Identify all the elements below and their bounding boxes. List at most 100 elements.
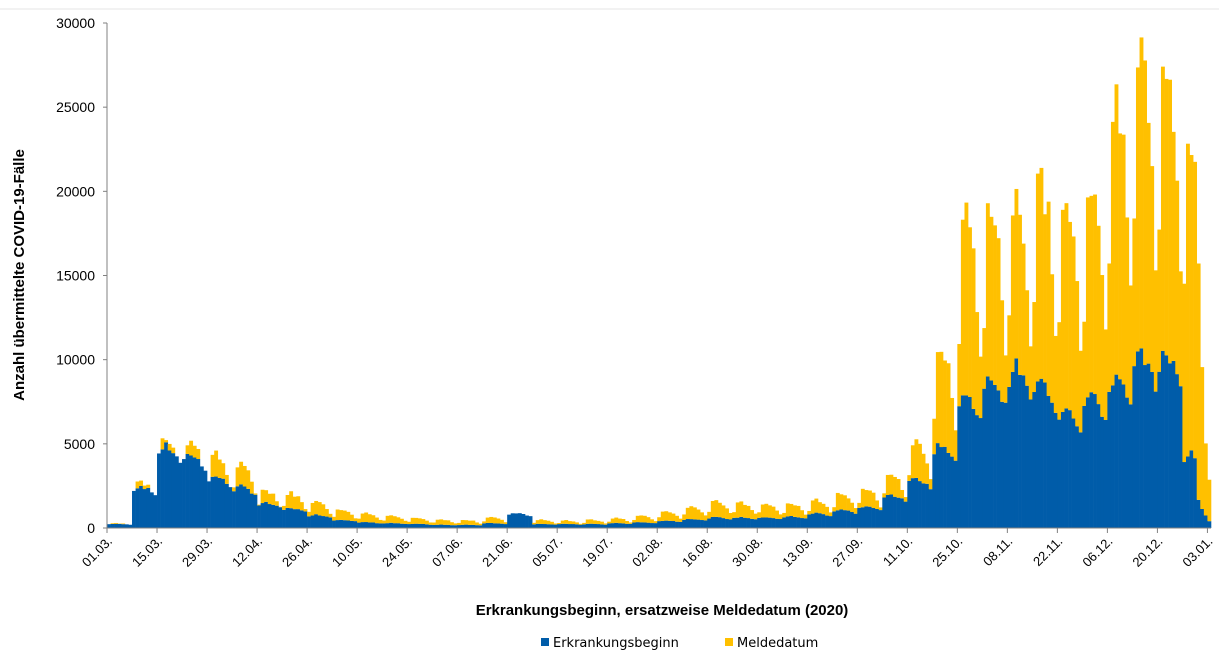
bar-erkrankungsbeginn (807, 514, 812, 528)
bar-erkrankungsbeginn (392, 523, 397, 528)
bar-meldedatum (939, 351, 944, 448)
bar-erkrankungsbeginn (121, 524, 126, 528)
bar-erkrankungsbeginn (803, 518, 808, 528)
bar-erkrankungsbeginn (382, 523, 386, 528)
bar-erkrankungsbeginn (953, 460, 958, 528)
bar-meldedatum (639, 515, 644, 523)
bar-meldedatum (996, 238, 1001, 391)
bar-erkrankungsbeginn (571, 524, 576, 528)
bar-meldedatum (403, 520, 408, 524)
bar-meldedatum (575, 522, 579, 525)
bar-meldedatum (928, 479, 933, 490)
x-tick-label: 12.04. (229, 534, 265, 570)
bar-meldedatum (878, 507, 883, 511)
bar-erkrankungsbeginn (1071, 418, 1076, 528)
bar-meldedatum (1039, 167, 1044, 379)
x-tick-label: 30.08. (729, 534, 765, 570)
bar-erkrankungsbeginn (1150, 371, 1155, 528)
bar-erkrankungsbeginn (921, 483, 926, 528)
bar-erkrankungsbeginn (918, 481, 922, 528)
bar-meldedatum (850, 502, 855, 513)
bar-erkrankungsbeginn (1025, 385, 1030, 528)
bar-erkrankungsbeginn (939, 447, 944, 528)
bar-meldedatum (764, 503, 769, 518)
bar-erkrankungsbeginn (975, 415, 980, 528)
bar-erkrankungsbeginn (332, 520, 336, 528)
bar-meldedatum (860, 488, 865, 508)
bar-erkrankungsbeginn (560, 523, 565, 528)
bar-erkrankungsbeginn (753, 519, 758, 528)
bar-erkrankungsbeginn (1128, 404, 1133, 528)
bar-meldedatum (703, 515, 708, 521)
bar-erkrankungsbeginn (639, 522, 644, 528)
bar-erkrankungsbeginn (625, 523, 629, 528)
bar-erkrankungsbeginn (557, 524, 562, 528)
bar-erkrankungsbeginn (1203, 515, 1208, 528)
bar-meldedatum (292, 496, 297, 510)
bar-erkrankungsbeginn (178, 462, 183, 528)
bar-meldedatum (1153, 270, 1158, 392)
bar-meldedatum (735, 502, 740, 518)
bar-meldedatum (546, 520, 551, 525)
bar-meldedatum (253, 493, 258, 495)
bar-meldedatum (285, 494, 290, 508)
bar-meldedatum (367, 514, 372, 523)
bar-erkrankungsbeginn (1060, 411, 1065, 528)
bar-erkrankungsbeginn (950, 456, 955, 528)
bar-meldedatum (353, 518, 358, 522)
bar-meldedatum (746, 505, 751, 519)
bar-meldedatum (242, 465, 247, 487)
bar-meldedatum (289, 491, 294, 509)
bar-meldedatum (853, 508, 858, 514)
bar-meldedatum (1010, 215, 1015, 372)
bar-meldedatum (1182, 283, 1187, 463)
bar-erkrankungsbeginn (507, 514, 512, 528)
bar-meldedatum (1089, 195, 1094, 393)
bar-erkrankungsbeginn (310, 515, 315, 528)
bar-erkrankungsbeginn (1014, 358, 1019, 528)
bar-meldedatum (189, 440, 194, 456)
bar-erkrankungsbeginn (1103, 419, 1108, 528)
bar-meldedatum (707, 511, 712, 519)
bar-meldedatum (414, 517, 419, 524)
bar-meldedatum (721, 505, 726, 519)
bar-erkrankungsbeginn (960, 395, 965, 528)
bar-meldedatum (357, 518, 361, 523)
bar-meldedatum (282, 505, 286, 510)
bar-erkrankungsbeginn (646, 522, 651, 528)
bar-meldedatum (1096, 225, 1101, 405)
bar-meldedatum (349, 514, 354, 521)
bar-erkrankungsbeginn (171, 453, 176, 528)
bar-erkrankungsbeginn (260, 503, 265, 528)
bar-meldedatum (264, 490, 269, 502)
bar-erkrankungsbeginn (1193, 458, 1198, 528)
bar-meldedatum (500, 519, 504, 524)
bar-meldedatum (185, 445, 190, 454)
bar-meldedatum (257, 504, 261, 506)
bar-erkrankungsbeginn (1028, 399, 1033, 528)
bar-meldedatum (921, 453, 926, 484)
bar-meldedatum (1071, 236, 1076, 419)
bar-erkrankungsbeginn (417, 523, 422, 528)
bar-erkrankungsbeginn (532, 524, 537, 528)
bar-meldedatum (785, 503, 790, 517)
bar-meldedatum (821, 503, 826, 515)
x-tick-label: 20.12. (1129, 534, 1165, 570)
bar-meldedatum (317, 502, 322, 516)
bar-meldedatum (767, 505, 772, 518)
bar-meldedatum (968, 227, 972, 398)
bar-meldedatum (271, 493, 276, 505)
x-tick-label: 13.09. (779, 534, 815, 570)
x-tick-label: 26.04. (279, 534, 315, 570)
bar-erkrankungsbeginn (657, 521, 662, 528)
bar-meldedatum (846, 498, 851, 511)
bar-meldedatum (585, 519, 590, 524)
bar-erkrankungsbeginn (110, 524, 115, 528)
bar-meldedatum (457, 522, 462, 526)
bar-erkrankungsbeginn (717, 517, 722, 528)
bar-meldedatum (492, 517, 497, 524)
bar-meldedatum (224, 474, 229, 484)
bar-meldedatum (660, 511, 665, 521)
bar-erkrankungsbeginn (289, 508, 294, 528)
bar-erkrankungsbeginn (339, 519, 344, 528)
